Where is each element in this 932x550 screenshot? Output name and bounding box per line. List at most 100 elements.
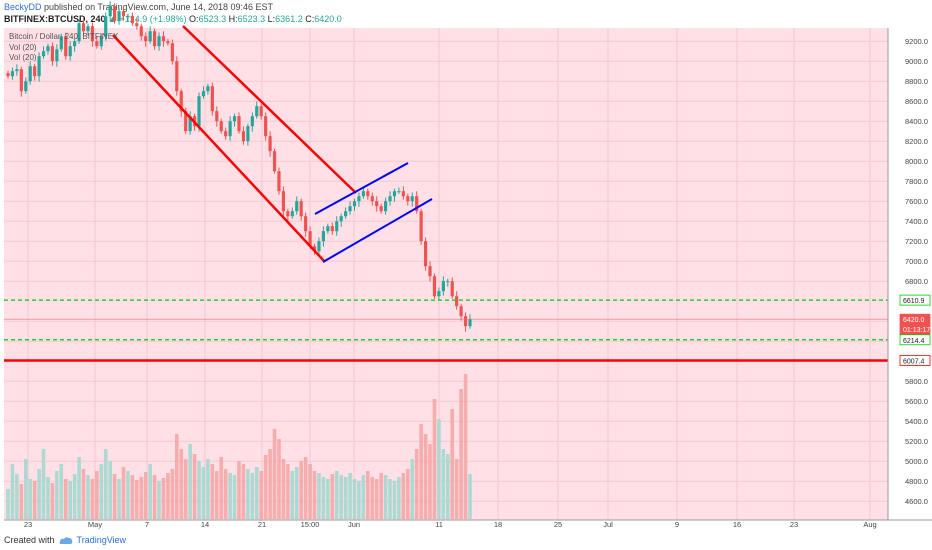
candle-body [437,291,441,297]
price-tick-label: 9000.0 [905,57,928,66]
candle-body [268,136,272,152]
volume-bar [10,464,15,519]
time-tick-label: 23 [24,520,32,529]
candle-body [299,201,303,217]
candle-body [206,86,210,92]
volume-bar [166,473,170,519]
volume-bar [432,399,437,519]
candle-body [219,121,223,132]
volume-bar [108,461,112,519]
volume-bar [95,471,99,519]
volume-bar [317,473,321,519]
volume-bar [170,469,175,519]
candle-body [135,23,139,27]
volume-bar [86,475,90,519]
footer: Created with TradingView [4,535,126,545]
price-label-last-price: 6420.0 [903,317,925,324]
candle-body [250,116,254,127]
candle-body [388,196,392,202]
volume-bar [272,429,277,519]
bear-flag-upper [314,162,409,215]
volume-bar [312,471,317,519]
volume-bar [343,477,348,519]
price-tick-label: 9200.0 [905,37,928,46]
volume-bar [383,475,388,519]
price-tick-label: 5600.0 [905,397,928,406]
candle-body [64,36,68,57]
volume-bar [232,475,237,519]
candle-body [232,116,237,122]
price-axis[interactable]: 9200.0 9000.0 8800.0 8600.0 8400.0 8200.0 8000… [887,28,931,520]
candle-body [317,241,321,252]
volume-bar [28,479,33,519]
candle-body [410,196,414,202]
candle-body [383,201,388,212]
candle-body [117,11,121,22]
candle-body [335,221,339,232]
volume-bar [441,449,446,519]
candle-body [246,126,250,142]
price-chart[interactable]: 9200.0 9000.0 8800.0 8600.0 8400.0 8200.0 8000… [0,0,932,530]
ohlc-bar: BITFINEX:BTCUSD, 240 ▲ +124.9 (+1.98%) O… [4,14,342,24]
volume-bar [112,474,117,519]
candle-body [15,69,19,72]
candle-body [228,121,232,137]
candle-body [170,43,174,62]
candle-body [33,66,37,77]
price-tick-label: 7400.0 [905,217,928,226]
candle-body [86,26,90,32]
volume-bar [339,475,343,519]
volume-bar [352,479,357,519]
price-label-level-red: 6007.4 [903,358,925,365]
volume-bar [130,475,135,519]
volume-bar [117,479,121,519]
falling-channel-lower [112,34,326,263]
candle-body [175,61,179,92]
candle-body [366,191,370,197]
price-label-level-high: 6610.9 [903,298,925,305]
price-tick-label: 8600.0 [905,97,928,106]
tradingview-brand[interactable]: TradingView [76,535,127,545]
candle-body [441,281,445,292]
volume-bar [228,473,232,519]
volume-bar [214,471,219,519]
volume-bar [348,473,352,519]
candle-body [152,31,157,47]
volume-bar [188,444,192,519]
grid [4,28,888,520]
volume-bar [419,424,423,519]
candle-body [344,211,348,217]
volume-bar [206,459,210,519]
candle-body [264,116,268,137]
candle-body [295,201,299,212]
candle-body [59,36,63,50]
volume-bar [15,474,19,519]
volume-bar [303,457,308,519]
candle-body [450,281,454,297]
volume-bar [179,449,184,519]
publish-text: published on TradingView.com, June 14, 2… [44,2,274,12]
volume-bar [50,483,55,519]
volume-bar [259,471,264,519]
volume-bar [103,449,108,519]
candle-body [352,201,357,207]
high-value: 6523.3 [237,14,266,24]
volume-bar [281,459,286,519]
candle-body [455,296,459,307]
legend-main: Bitcoin / Dollar, 240, BITFINEX [9,32,119,41]
candle-body [130,16,134,24]
volume-bar [210,464,215,519]
candle-body [166,41,170,44]
volume-bar [152,475,157,519]
bear-flag-lower [322,198,433,263]
author-link[interactable]: BeckyDD [4,2,42,12]
time-axis[interactable]: 23 May 7 14 21 15:00 Jun 11 18 25 Jul 9 16 23 Aug [4,519,932,529]
price-tick-label: 4800.0 [905,477,928,486]
price-tick-label: 7200.0 [905,237,928,246]
candle-body [73,41,77,47]
volume-bar [254,467,259,519]
candle-body [77,23,81,42]
volume-bar [468,474,472,519]
volume-bar [126,471,130,519]
volume-bar [277,439,281,519]
